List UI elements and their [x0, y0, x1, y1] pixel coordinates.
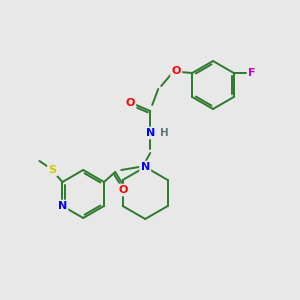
Text: N: N — [146, 128, 155, 138]
Text: S: S — [48, 165, 56, 175]
Text: O: O — [125, 98, 135, 108]
Text: N: N — [141, 162, 150, 172]
Text: O: O — [172, 66, 181, 76]
Text: O: O — [118, 185, 128, 195]
Text: H: H — [160, 128, 169, 138]
Text: N: N — [58, 201, 67, 211]
Text: F: F — [248, 68, 256, 78]
